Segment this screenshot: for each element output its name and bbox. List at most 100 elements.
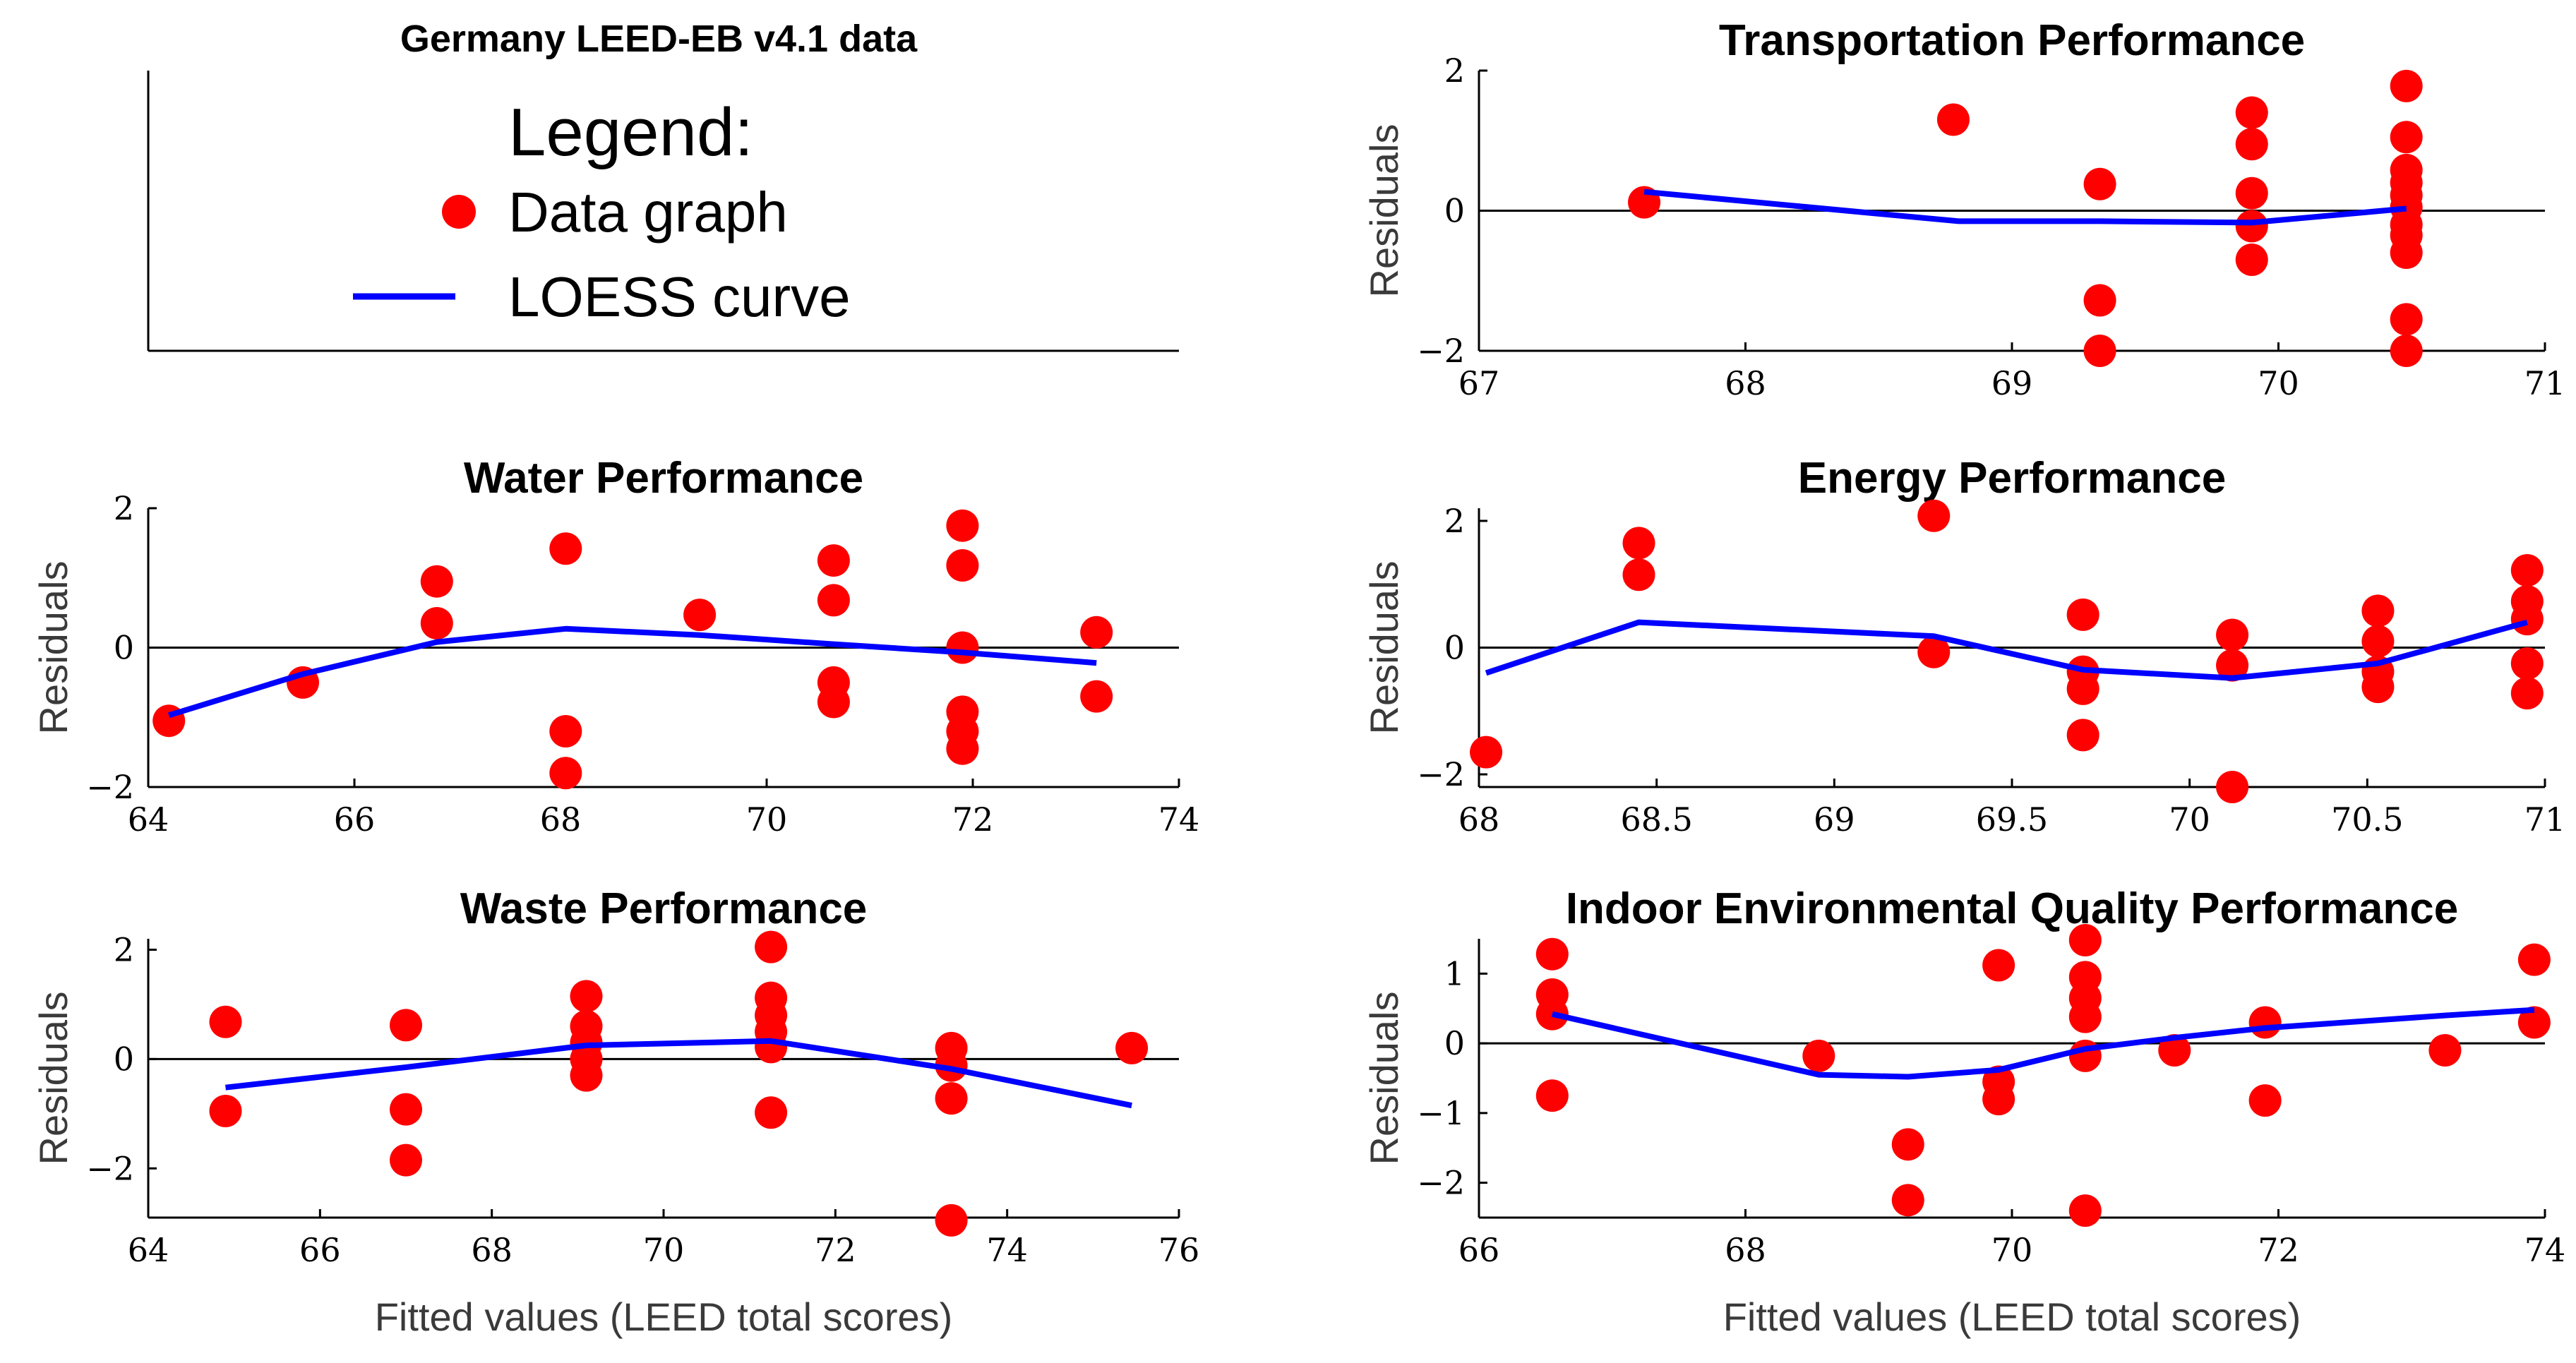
waste-data-point — [390, 1093, 422, 1126]
transportation-data-point — [2235, 128, 2268, 161]
transportation-data-point — [2390, 236, 2423, 270]
water-y-axis-label: Residuals — [31, 561, 76, 735]
ieq-data-point — [1982, 949, 2015, 982]
waste-data-point — [570, 1059, 603, 1092]
transportation-x-tick-label: 67 — [1458, 364, 1500, 402]
ieq-y-axis-label: Residuals — [1362, 992, 1406, 1165]
waste-loess-curve — [225, 1038, 1132, 1109]
waste-y-tick-label: −2 — [86, 1149, 134, 1187]
ieq-data-point — [1891, 1128, 1924, 1161]
transportation-loess-curve — [1643, 188, 2407, 226]
energy-y-tick-label: −2 — [1417, 755, 1465, 793]
waste-data-point — [935, 1049, 968, 1082]
waste-data-point — [755, 1031, 788, 1064]
ieq-panel: Indoor Environmental Quality Performance… — [1362, 884, 2565, 1339]
water-data-point — [817, 584, 850, 617]
legend-title: Legend: — [508, 95, 753, 170]
ieq-data-point — [2248, 1084, 2282, 1117]
water-data-point — [1080, 680, 1113, 713]
transportation-x-tick-label: 69 — [1991, 364, 2033, 402]
transportation-title: Transportation Performance — [1719, 16, 2305, 65]
ieq-data-point — [2068, 1194, 2102, 1227]
energy-data-point — [1622, 558, 1655, 592]
energy-data-point — [2216, 771, 2249, 803]
transportation-panel: Transportation Performance 67 68 69 70 71 −2 0 2… — [1362, 16, 2565, 402]
transportation-data-point — [2235, 96, 2268, 129]
energy-data-point — [1917, 635, 1951, 668]
transportation-x-tick-label: 71 — [2524, 364, 2566, 402]
energy-title: Energy Performance — [1798, 454, 2226, 503]
ieq-y-tick-label: −2 — [1417, 1164, 1465, 1202]
ieq-data-point — [1891, 1184, 1924, 1217]
energy-y-tick-label: 0 — [1444, 629, 1465, 667]
ieq-data-point — [2517, 1006, 2551, 1039]
water-data-point — [817, 544, 850, 577]
water-x-tick-label: 74 — [1158, 800, 1200, 839]
energy-data-point — [2510, 677, 2544, 710]
waste-data-point — [1115, 1031, 1149, 1064]
energy-x-tick-label: 70 — [2169, 800, 2210, 839]
energy-data-point — [2066, 598, 2099, 631]
transportation-data-point — [2083, 167, 2116, 200]
waste-data-point — [570, 980, 603, 1013]
energy-x-tick-label: 69 — [1814, 800, 1855, 839]
waste-data-point — [390, 1009, 422, 1042]
waste-x-tick-label: 76 — [1158, 1231, 1200, 1269]
water-y-tick-label: 2 — [114, 489, 134, 527]
water-data-point — [549, 757, 582, 790]
energy-data-point — [2361, 625, 2395, 658]
ieq-data-point — [2068, 923, 2102, 956]
energy-data-point — [2510, 647, 2544, 680]
plots: Transportation Performance 67 68 69 70 71 −2 0 2… — [31, 16, 2565, 1339]
waste-x-axis-label: Fitted values (LEED total scores) — [375, 1295, 953, 1339]
water-data-point — [946, 509, 979, 542]
legend-data-label: Data graph — [508, 181, 788, 244]
waste-data-point — [935, 1082, 968, 1115]
waste-y-tick-label: 2 — [114, 930, 134, 968]
transportation-y-tick-label: −2 — [1417, 332, 1465, 370]
water-loess-curve — [168, 625, 1097, 719]
ieq-data-point — [2158, 1034, 2191, 1067]
waste-y-tick-label: 0 — [114, 1040, 134, 1078]
figure-title: Germany LEED-EB v4.1 data — [400, 18, 918, 60]
transportation-x-tick-label: 70 — [2258, 364, 2299, 402]
waste-x-tick-label: 70 — [643, 1231, 685, 1269]
transportation-data-point — [2235, 243, 2268, 276]
waste-x-tick-label: 68 — [471, 1231, 513, 1269]
water-title: Water Performance — [464, 454, 863, 503]
waste-data-point — [209, 1005, 242, 1038]
water-data-point — [1080, 616, 1113, 649]
legend-data-marker — [442, 195, 476, 229]
ieq-y-tick-label: −1 — [1417, 1094, 1465, 1132]
energy-data-point — [1470, 735, 1503, 769]
energy-data-point — [2066, 672, 2099, 705]
waste-x-tick-label: 66 — [299, 1231, 341, 1269]
water-data-point — [946, 548, 979, 582]
waste-x-tick-label: 64 — [128, 1231, 169, 1269]
water-y-tick-label: −2 — [86, 768, 134, 806]
energy-y-axis-label: Residuals — [1362, 561, 1406, 735]
legend-panel: Germany LEED-EB v4.1 data Legend: Data g… — [147, 18, 1179, 352]
energy-x-tick-label: 71 — [2524, 800, 2566, 839]
ieq-x-tick-label: 74 — [2524, 1231, 2566, 1269]
energy-y-tick-label: 2 — [1444, 502, 1465, 540]
energy-x-tick-label: 68.5 — [1620, 800, 1692, 839]
energy-data-point — [2066, 719, 2099, 752]
transportation-x-tick-label: 68 — [1725, 364, 1766, 402]
water-data-point — [549, 715, 582, 747]
ieq-x-tick-label: 68 — [1725, 1231, 1766, 1269]
ieq-data-point — [1535, 937, 1569, 971]
waste-y-axis-label: Residuals — [31, 992, 76, 1165]
water-data-point — [420, 606, 453, 640]
transportation-y-tick-label: 0 — [1444, 192, 1465, 230]
water-x-tick-label: 70 — [746, 800, 788, 839]
water-panel: Water Performance 64 66 68 70 72 74 −2 0 2 Residua… — [31, 454, 1199, 839]
water-y-tick-label: 0 — [114, 629, 134, 667]
ieq-data-point — [2428, 1034, 2462, 1067]
water-x-tick-label: 72 — [952, 800, 994, 839]
transportation-y-tick-label: 2 — [1444, 52, 1465, 90]
ieq-x-axis-label: Fitted values (LEED total scores) — [1723, 1295, 2301, 1339]
waste-data-point — [935, 1203, 968, 1237]
water-data-point — [683, 599, 717, 632]
